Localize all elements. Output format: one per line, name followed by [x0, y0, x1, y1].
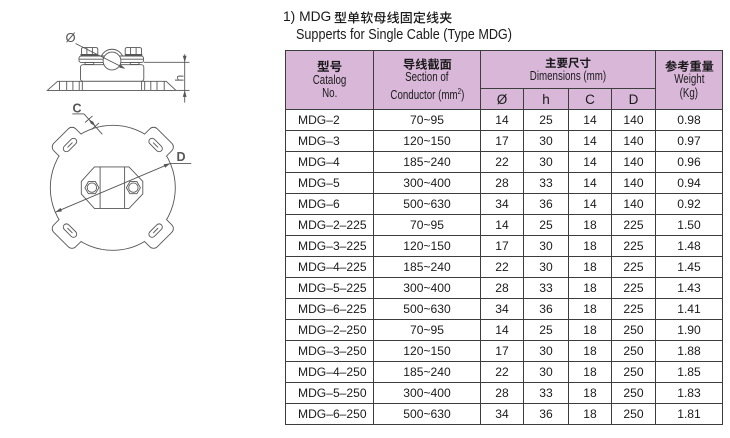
svg-text:D: D	[177, 150, 186, 164]
svg-text:Ø: Ø	[66, 30, 76, 45]
svg-text:h: h	[173, 75, 187, 82]
svg-text:C: C	[73, 101, 82, 115]
